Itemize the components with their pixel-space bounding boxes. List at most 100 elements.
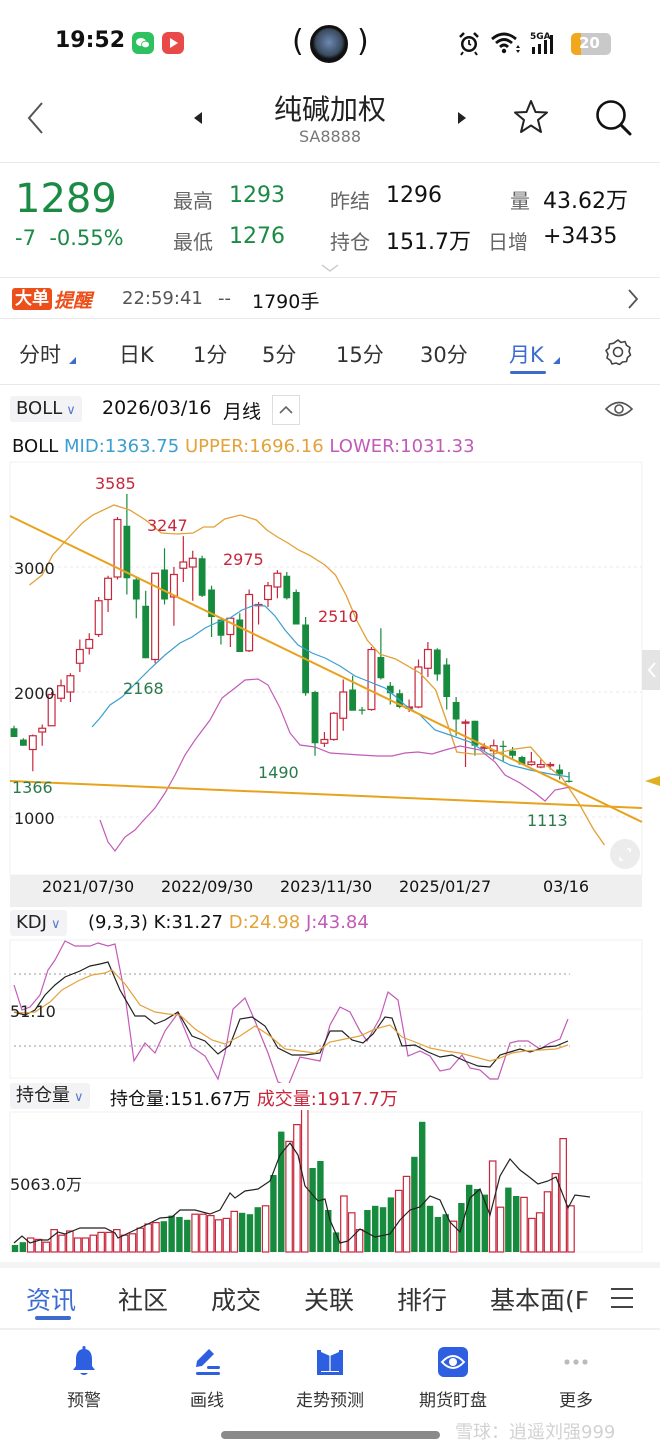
search-icon: [596, 100, 632, 136]
search-button[interactable]: [592, 97, 634, 143]
legend-name: BOLL: [12, 436, 59, 457]
candlestick-chart[interactable]: 3000 2000 1000 3585 3247 2975 2510 2168 …: [0, 460, 660, 880]
volume-bar-down: [379, 1207, 387, 1252]
tool-more[interactable]: 更多: [521, 1346, 631, 1411]
y-tick-3000: 3000: [14, 559, 55, 578]
tool-label: 更多: [559, 1391, 593, 1411]
change-value: -7: [15, 226, 36, 250]
kdj-selector[interactable]: KDJ ∨: [10, 910, 67, 936]
candle-down: [556, 769, 563, 775]
selector-label: BOLL: [16, 398, 63, 419]
tool-draw[interactable]: 画线: [152, 1346, 262, 1411]
tab-community[interactable]: 社区: [118, 1286, 169, 1315]
volume-bar-up: [222, 1217, 231, 1253]
legend-lower: LOWER:1031.33: [329, 436, 475, 457]
tab-news[interactable]: 资讯: [26, 1286, 77, 1315]
legend-mid: MID:1363.75: [64, 436, 180, 457]
section-divider: [0, 1262, 660, 1268]
peak-label-2510: 2510: [318, 607, 359, 626]
volume-bar-up: [567, 1205, 575, 1253]
tab-daily[interactable]: 日K: [119, 343, 154, 367]
menu-triangle-icon: [69, 357, 76, 364]
price-change: -7 -0.55%: [15, 226, 124, 250]
watermark: 雪球：逍遥刘强999: [455, 1422, 616, 1443]
chevron-down-icon: ∨: [50, 917, 61, 932]
volume-bar-down: [426, 1205, 434, 1252]
tab-1min[interactable]: 1分: [193, 343, 228, 367]
volume-bar-up: [128, 1233, 137, 1253]
battery-icon: 20: [571, 33, 611, 55]
chart-settings-button[interactable]: [604, 338, 632, 370]
divider: [0, 277, 660, 278]
candle-down: [236, 619, 244, 652]
divider: [0, 384, 660, 385]
candle-down: [433, 649, 441, 675]
candle-down: [452, 702, 460, 720]
tool-label: 预警: [67, 1391, 101, 1411]
big-order-alert-row[interactable]: 大单 提醒 22:59:41 -- 1790手: [0, 278, 660, 318]
prev-settle-value: 1296: [386, 183, 442, 208]
kdj-k: K:31.27: [153, 912, 223, 933]
chevron-up-icon: [279, 405, 293, 414]
fullscreen-button[interactable]: [610, 839, 640, 869]
tab-intraday[interactable]: 分时: [19, 339, 76, 369]
volume-bar-down: [505, 1187, 512, 1252]
collapse-button[interactable]: [272, 395, 300, 425]
candle-down: [10, 728, 18, 737]
candle-down: [20, 739, 27, 746]
tab-monthly[interactable]: 月K: [509, 339, 560, 369]
candle-up: [273, 572, 282, 588]
prev-contract-button[interactable]: [192, 110, 204, 129]
avatar[interactable]: [310, 25, 348, 63]
candle-up: [461, 721, 470, 724]
candle-down: [283, 575, 291, 599]
main-indicator-selector[interactable]: BOLL ∨: [10, 396, 82, 422]
trough-label-1366: 1366: [12, 778, 53, 797]
candle-down: [349, 689, 357, 711]
tool-alert[interactable]: 预警: [29, 1346, 139, 1411]
tool-forecast[interactable]: 走势预测: [275, 1346, 385, 1411]
back-button[interactable]: [24, 100, 46, 140]
candle-up: [263, 585, 272, 601]
next-contract-button[interactable]: [456, 110, 468, 129]
y-tick-2000: 2000: [14, 684, 55, 703]
expand-quote-button[interactable]: [320, 258, 340, 277]
dynamic-island-right-bracket: ): [357, 24, 369, 59]
kdj-chart[interactable]: 51.10: [0, 938, 660, 1083]
candle-up: [329, 712, 338, 741]
tool-label: 画线: [190, 1391, 224, 1411]
tab-related[interactable]: 关联: [304, 1286, 355, 1315]
wechat-icon: [132, 32, 154, 54]
x-tick: 2023/11/30: [280, 877, 373, 896]
volume-bar-up: [300, 1110, 309, 1253]
volume-bar-up: [136, 1227, 145, 1253]
tool-futures-monitor[interactable]: 期货盯盘: [398, 1346, 508, 1411]
home-indicator[interactable]: [221, 1431, 440, 1439]
toggle-visibility-button[interactable]: [604, 398, 634, 424]
candle-up: [151, 572, 160, 661]
candle-down: [132, 579, 140, 600]
volume-bar-down: [168, 1215, 175, 1252]
alert-size: 1790手: [252, 291, 320, 313]
candle-down: [208, 589, 215, 617]
tool-label: 期货盯盘: [419, 1391, 487, 1411]
volume-chart[interactable]: 5063.0万: [0, 1110, 660, 1256]
tab-15min[interactable]: 15分: [336, 343, 384, 367]
volume-indicator-selector[interactable]: 持仓量 ∨: [10, 1083, 90, 1109]
more-tabs-button[interactable]: [609, 1287, 635, 1313]
tab-5min[interactable]: 5分: [262, 343, 297, 367]
tab-30min[interactable]: 30分: [420, 343, 468, 367]
chart-period: 月线: [223, 401, 262, 423]
candle-down: [443, 664, 451, 697]
volume-bar-up: [97, 1231, 105, 1253]
volume-bar-down: [481, 1194, 489, 1252]
trough-label-1490: 1490: [258, 763, 299, 782]
candle-up: [527, 761, 536, 766]
favorite-button[interactable]: [511, 97, 551, 141]
tab-fundamentals[interactable]: 基本面(F: [490, 1286, 590, 1315]
tab-ranking[interactable]: 排行: [397, 1286, 448, 1315]
volume-bar-down: [411, 1156, 418, 1252]
tab-trades[interactable]: 成交: [211, 1286, 262, 1315]
side-panel-handle[interactable]: [642, 650, 660, 690]
volume-bar-down: [317, 1161, 324, 1252]
